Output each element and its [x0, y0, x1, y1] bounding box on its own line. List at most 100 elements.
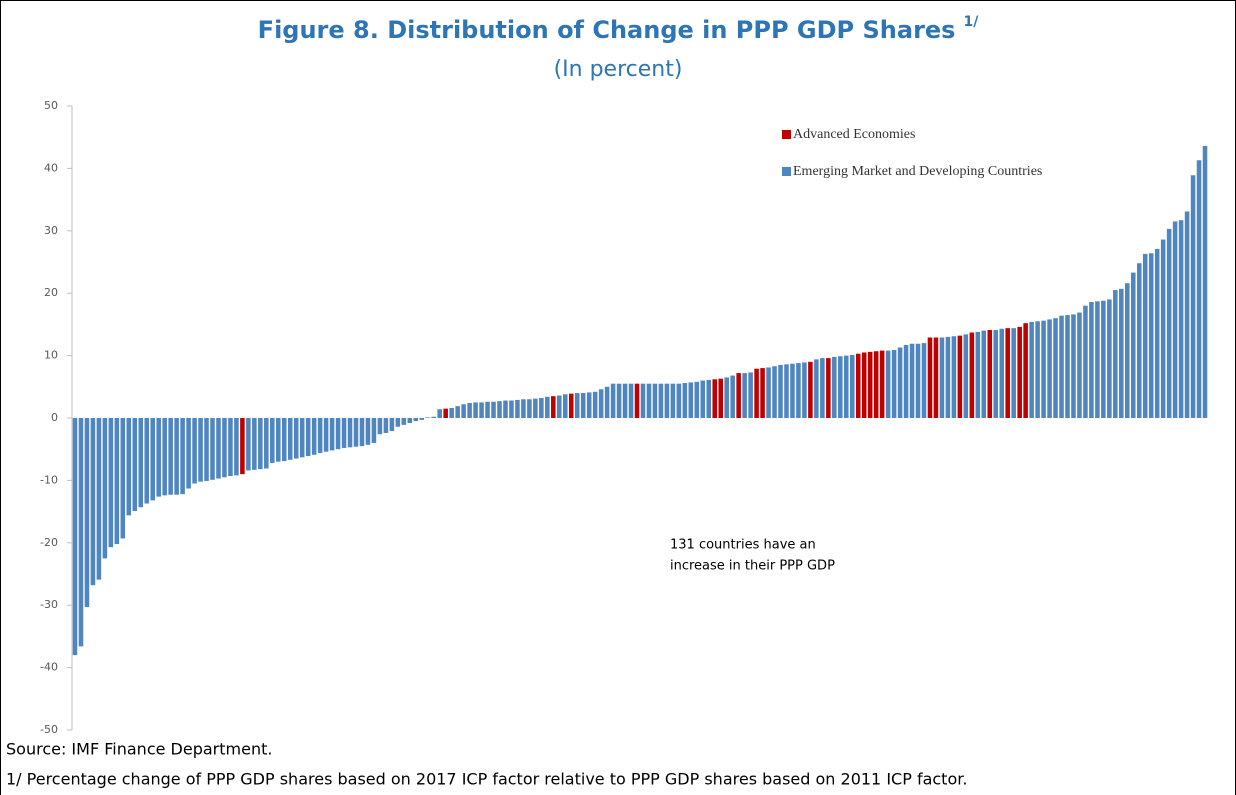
footnote: 1/ Percentage change of PPP GDP shares b… — [6, 770, 967, 789]
bar — [993, 330, 999, 418]
bar — [1005, 328, 1010, 418]
bar — [820, 358, 825, 418]
bar — [1154, 248, 1160, 418]
bar — [491, 401, 496, 418]
bar — [1053, 318, 1058, 418]
bar — [353, 418, 359, 447]
bar — [724, 377, 729, 418]
bar — [844, 355, 849, 418]
bar — [987, 330, 993, 418]
bar — [276, 418, 281, 462]
bar — [443, 408, 448, 418]
bar — [873, 351, 879, 418]
bar — [754, 368, 759, 418]
bar — [192, 418, 197, 484]
bar — [371, 418, 377, 443]
bar — [1190, 175, 1196, 418]
bar — [395, 418, 401, 427]
bar — [479, 402, 484, 418]
bar — [1077, 312, 1082, 418]
bar — [1148, 253, 1154, 418]
bar — [515, 399, 520, 418]
bar — [1107, 299, 1112, 418]
bar — [712, 379, 718, 418]
bar — [437, 409, 442, 418]
bar — [557, 395, 562, 418]
bar — [90, 418, 96, 586]
bar — [879, 350, 885, 418]
bar — [359, 418, 365, 447]
bar — [574, 393, 580, 418]
bar — [138, 418, 144, 508]
bar — [1113, 290, 1118, 418]
bar — [1047, 319, 1052, 418]
bar — [634, 383, 640, 418]
bar — [568, 393, 574, 418]
bar — [551, 396, 556, 418]
bar — [670, 383, 676, 418]
bar — [1166, 228, 1172, 418]
bar — [365, 418, 371, 445]
legend-swatch — [782, 130, 791, 139]
bar — [832, 356, 837, 418]
bar — [784, 364, 789, 418]
bar — [186, 418, 191, 489]
bar — [216, 418, 221, 479]
bar — [401, 418, 407, 425]
bar — [1160, 239, 1166, 418]
bar — [270, 418, 275, 463]
title-note: 1/ — [963, 14, 979, 30]
bar — [461, 404, 466, 418]
bar — [521, 399, 526, 418]
bar — [1071, 314, 1076, 418]
bar — [772, 366, 777, 418]
bar — [1172, 221, 1178, 418]
bar — [377, 418, 383, 435]
bar — [1142, 253, 1148, 418]
bar — [909, 343, 915, 418]
bar — [389, 418, 395, 432]
bar — [72, 418, 78, 656]
bar — [240, 418, 245, 475]
bar — [485, 401, 490, 418]
bar — [610, 383, 616, 418]
bar — [246, 418, 251, 471]
chart-title: Figure 8. Distribution of Change in PPP … — [258, 16, 956, 44]
bar — [305, 418, 311, 457]
y-tick-label: 50 — [44, 99, 58, 112]
bar — [790, 363, 795, 418]
bar — [1196, 160, 1202, 418]
bar — [586, 392, 592, 418]
bar — [222, 418, 227, 478]
bar — [706, 379, 712, 418]
bar — [915, 343, 921, 418]
y-tick-label: 20 — [44, 286, 58, 299]
bar — [539, 398, 544, 418]
bar — [766, 367, 771, 418]
bar — [1089, 301, 1094, 418]
bar — [999, 328, 1004, 418]
bar — [1011, 328, 1016, 418]
bar — [335, 418, 341, 450]
bar — [1065, 315, 1070, 418]
bar — [580, 393, 586, 418]
bar — [1041, 320, 1046, 418]
bar — [867, 351, 873, 418]
bar — [503, 400, 508, 418]
bar — [168, 418, 173, 495]
bar — [975, 331, 981, 418]
y-tick-label: 10 — [44, 349, 58, 362]
bar — [796, 363, 801, 418]
bar — [1125, 283, 1130, 418]
bar — [533, 398, 538, 418]
bar — [1136, 263, 1142, 418]
bar — [1130, 272, 1136, 418]
bar — [311, 418, 317, 455]
source: Source: IMF Finance Department. — [6, 740, 272, 759]
bar — [939, 337, 945, 418]
bar — [664, 383, 670, 418]
bar — [287, 418, 293, 460]
legend-swatch — [782, 167, 791, 176]
bar — [1119, 288, 1124, 418]
